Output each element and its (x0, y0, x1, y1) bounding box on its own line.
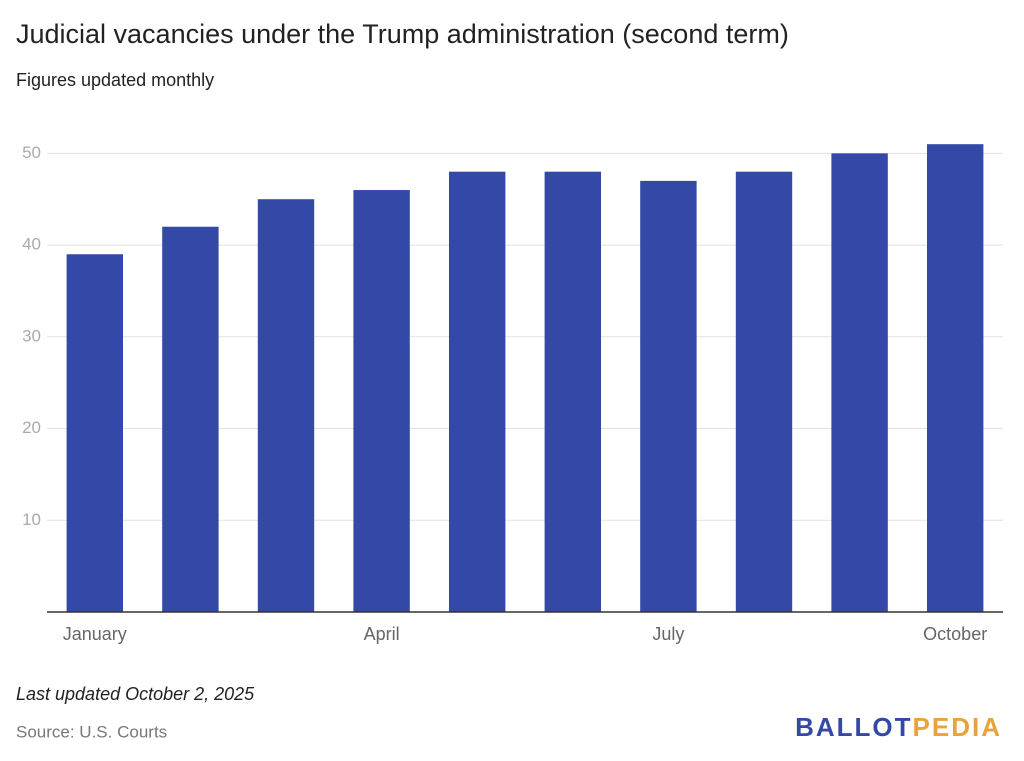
logo-right: PEDIA (913, 712, 1002, 742)
bar (66, 254, 124, 612)
x-tick-label: October (923, 624, 987, 644)
chart-subtitle: Figures updated monthly (16, 70, 214, 90)
y-tick-label: 30 (22, 326, 41, 345)
y-tick-label: 20 (22, 418, 41, 437)
x-tick-label: January (63, 624, 127, 644)
note: Last updated October 2, 2025 (16, 684, 255, 704)
bar (831, 153, 888, 612)
bar (448, 171, 506, 612)
source: Source: U.S. Courts (16, 722, 167, 741)
x-tick-label: April (364, 624, 400, 644)
bar (640, 180, 697, 612)
logo: BALLOTPEDIA (795, 712, 1002, 742)
bar (544, 171, 602, 612)
x-tick-label: July (652, 624, 684, 644)
bar (353, 190, 410, 613)
bar (735, 171, 793, 612)
bar (162, 226, 219, 612)
y-tick-label: 50 (22, 143, 41, 162)
bar (926, 144, 984, 612)
y-tick-label: 10 (22, 510, 41, 529)
chart-title: Judicial vacancies under the Trump admin… (16, 19, 789, 49)
y-tick-label: 40 (22, 235, 41, 254)
logo-left: BALLOT (795, 712, 912, 742)
bar (257, 199, 315, 612)
